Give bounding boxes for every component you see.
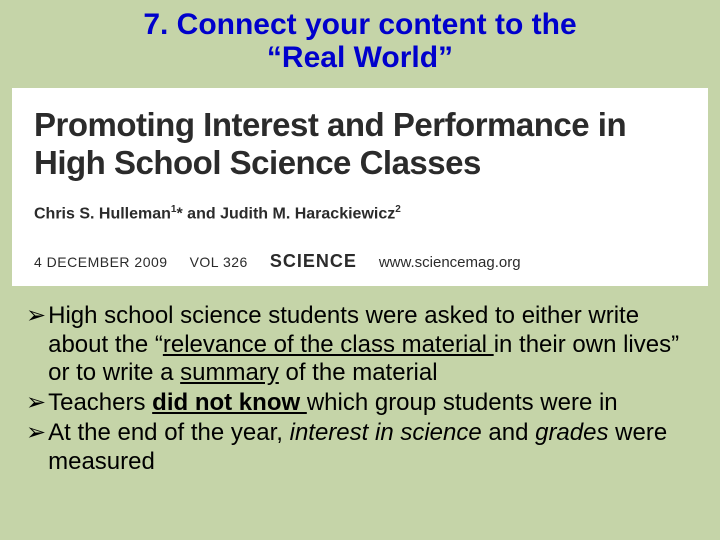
bullet-text-underline: relevance of the class material — [163, 331, 494, 358]
bullet-text-segment: and — [482, 419, 535, 446]
article-title: Promoting Interest and Performance in Hi… — [34, 106, 686, 182]
author-sep: and — [183, 205, 220, 222]
bullet-text: At the end of the year, interest in scie… — [48, 419, 684, 476]
author2-affil: 2 — [395, 204, 401, 215]
bullet-text-bold-underline: did not know — [152, 389, 307, 416]
bullet-text-segment: At the end of the year, — [48, 419, 290, 446]
bullet-marker-icon: ➢ — [26, 389, 46, 417]
article-title-line1: Promoting Interest and Performance in — [34, 106, 626, 143]
bullet-text-segment: Teachers — [48, 389, 152, 416]
pub-volume: VOL 326 — [190, 254, 248, 270]
pub-date: 4 DECEMBER 2009 — [34, 254, 168, 270]
bullet-text-italic: interest in science — [290, 419, 482, 446]
article-authors: Chris S. Hulleman1* and Judith M. Harack… — [34, 204, 686, 223]
bullet-text-italic: grades — [535, 419, 608, 446]
pub-url: www.sciencemag.org — [379, 254, 521, 271]
bullet-item: ➢ High school science students were aske… — [26, 302, 684, 387]
bullet-text-underline: summary — [180, 359, 279, 386]
slide-title-line1: 7. Connect your content to the — [143, 8, 576, 41]
bullet-text-segment: of the material — [279, 359, 438, 386]
bullet-item: ➢ Teachers did not know which group stud… — [26, 389, 684, 417]
slide-title: 7. Connect your content to the “Real Wor… — [0, 0, 720, 84]
publication-line: 4 DECEMBER 2009 VOL 326 SCIENCE www.scie… — [34, 251, 686, 272]
article-title-line2: High School Science Classes — [34, 144, 481, 181]
slide-title-line2: “Real World” — [267, 41, 453, 74]
author1-name: Chris S. Hulleman — [34, 205, 171, 222]
bullet-text-segment: which group students were in — [307, 389, 618, 416]
bullet-marker-icon: ➢ — [26, 419, 46, 476]
author2-name: Judith M. Harackiewicz — [220, 205, 395, 222]
pub-journal: SCIENCE — [270, 251, 357, 272]
bullet-text: Teachers did not know which group studen… — [48, 389, 684, 417]
bullet-marker-icon: ➢ — [26, 302, 46, 387]
bullet-item: ➢ At the end of the year, interest in sc… — [26, 419, 684, 476]
bullet-text: High school science students were asked … — [48, 302, 684, 387]
citation-box: Promoting Interest and Performance in Hi… — [12, 88, 708, 286]
bullet-list: ➢ High school science students were aske… — [0, 294, 720, 476]
